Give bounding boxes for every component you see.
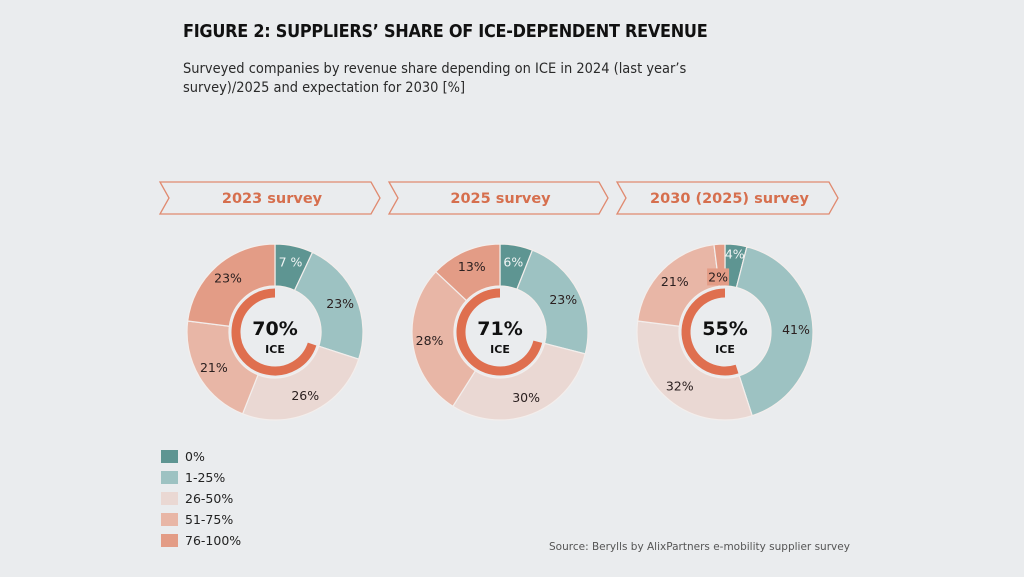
legend-label: 51-75% [185,512,234,527]
donut-segment-51-75pct [411,270,477,408]
legend-swatch-51-75 [161,513,178,526]
chart-title: FIGURE 2: SUPPLIERS’ SHARE OF ICE-DEPEND… [183,22,708,42]
ice-share-arc [681,288,739,376]
segment-value-label: 4% [725,247,745,262]
segment-value-label: 26% [291,388,319,403]
segment-value-label: 32% [666,379,694,394]
ice-caption: ICE [490,343,510,356]
segment-value-label: 23% [214,271,242,286]
legend-label: 26-50% [185,491,234,506]
survey-banner [387,181,609,215]
ice-share-value: 70% [252,318,297,340]
donut-segment-26-50pct [636,320,753,421]
segment-value-label: 23% [549,292,577,307]
segment-value-label: 30% [512,390,540,405]
segment-value-label: 21% [200,360,228,375]
survey-banner-label: 2025 survey [450,191,551,207]
survey-banner [615,181,839,215]
legend-label: 76-100% [185,533,242,548]
chart-subtitle: Surveyed companies by revenue share depe… [183,61,687,96]
donut-segment-1-25pct [516,249,589,355]
donut-segment-26-50pct [452,342,586,421]
donut-segment-1-25pct [293,251,364,360]
segment-value-label: 21% [661,274,689,289]
ice-share-value: 55% [702,318,747,340]
donut-segment-1-25pct [735,246,814,417]
segment-value-label: 23% [326,296,354,311]
survey-banner-label: 2030 (2025) survey [650,191,809,207]
legend-swatch-1-25 [161,471,178,484]
legend-swatch-0 [161,450,178,463]
ice-caption: ICE [715,343,735,356]
legend-swatch-26-50 [161,492,178,505]
legend-item: 0% [161,446,241,467]
legend-label: 1-25% [185,470,226,485]
source-note: Source: Berylls by AlixPartners e-mobili… [549,541,850,553]
ice-caption: ICE [265,343,285,356]
legend-label: 0% [185,449,205,464]
ice-share-value: 71% [477,318,522,340]
segment-value-label: 7 % [279,255,303,270]
segment-value-label: 2% [708,269,728,284]
survey-banner [158,181,381,215]
segment-value-label: 6% [503,254,523,269]
legend-item: 26-50% [161,488,241,509]
legend: 0% 1-25% 26-50% 51-75% 76-100% [161,446,241,551]
label-background [707,268,730,286]
donut-segment-76-100pct [435,243,501,302]
survey-banner-label: 2023 survey [222,191,323,207]
segment-value-label: 13% [458,259,486,274]
legend-item: 76-100% [161,530,241,551]
segment-value-label: 28% [416,333,444,348]
donut-segment-76-100pct [187,243,276,327]
donut-segment-26-50pct [241,345,360,421]
segment-value-label: 41% [782,322,810,337]
legend-item: 51-75% [161,509,241,530]
ice-share-arc [456,288,543,376]
legend-swatch-76-100 [161,534,178,547]
ice-share-arc [231,288,317,376]
legend-item: 1-25% [161,467,241,488]
